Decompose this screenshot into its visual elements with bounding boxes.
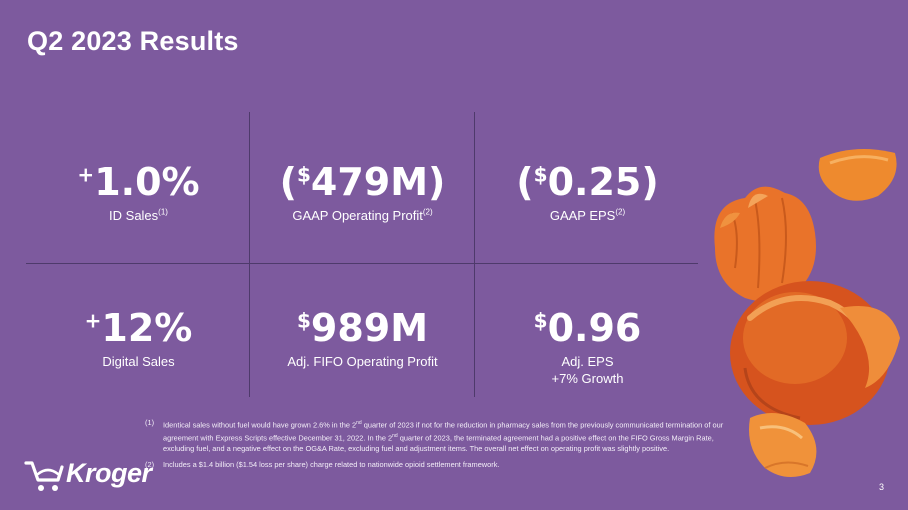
grid-divider-horizontal bbox=[26, 263, 698, 264]
metric-label: Adj. EPS +7% Growth bbox=[551, 354, 624, 386]
metric-gaap-operating-profit: ($479M) GAAP Operating Profit(2) bbox=[250, 160, 475, 224]
slide-title: Q2 2023 Results bbox=[27, 26, 239, 56]
shopping-cart-icon bbox=[24, 461, 64, 491]
metric-gaap-eps: ($0.25) GAAP EPS(2) bbox=[475, 160, 700, 224]
metric-value: $0.96 bbox=[533, 306, 642, 350]
grid-divider-vertical-1 bbox=[249, 112, 250, 397]
mandarin-whole bbox=[730, 281, 900, 425]
metric-label: ID Sales(1) bbox=[109, 207, 168, 223]
mandarin-segment-bottom bbox=[749, 413, 817, 477]
metric-value: $989M bbox=[296, 306, 429, 350]
metric-label: Adj. FIFO Operating Profit bbox=[287, 354, 438, 369]
metric-value: ($0.25) bbox=[516, 160, 659, 204]
footnote-1: (1) Identical sales without fuel would h… bbox=[145, 418, 724, 453]
metric-label: GAAP Operating Profit(2) bbox=[292, 207, 433, 223]
metric-label: Digital Sales bbox=[102, 354, 175, 369]
metric-value: +1.0% bbox=[77, 160, 200, 204]
kroger-logo: Kroger bbox=[24, 452, 152, 496]
metric-id-sales: +1.0% ID Sales(1) bbox=[26, 160, 251, 224]
logo-wordmark: Kroger bbox=[66, 458, 152, 488]
footnote-2: (2) Includes a $1.4 billion ($1.54 loss … bbox=[145, 460, 500, 470]
mandarin-peeled bbox=[714, 186, 816, 302]
footnotes: (1) Identical sales without fuel would h… bbox=[145, 418, 745, 477]
metric-adj-fifo-operating-profit: $989M Adj. FIFO Operating Profit bbox=[250, 306, 475, 370]
metric-label: GAAP EPS(2) bbox=[549, 207, 626, 223]
mandarin-photo bbox=[714, 149, 900, 477]
metric-digital-sales: +12% Digital Sales bbox=[26, 306, 251, 370]
mandarin-segment-top bbox=[818, 149, 897, 201]
metric-value: ($479M) bbox=[279, 160, 446, 204]
metric-adj-eps: $0.96 Adj. EPS +7% Growth bbox=[475, 306, 700, 387]
metric-value: +12% bbox=[84, 306, 193, 350]
grid-divider-vertical-2 bbox=[474, 112, 475, 397]
page-number: 3 bbox=[878, 482, 884, 492]
